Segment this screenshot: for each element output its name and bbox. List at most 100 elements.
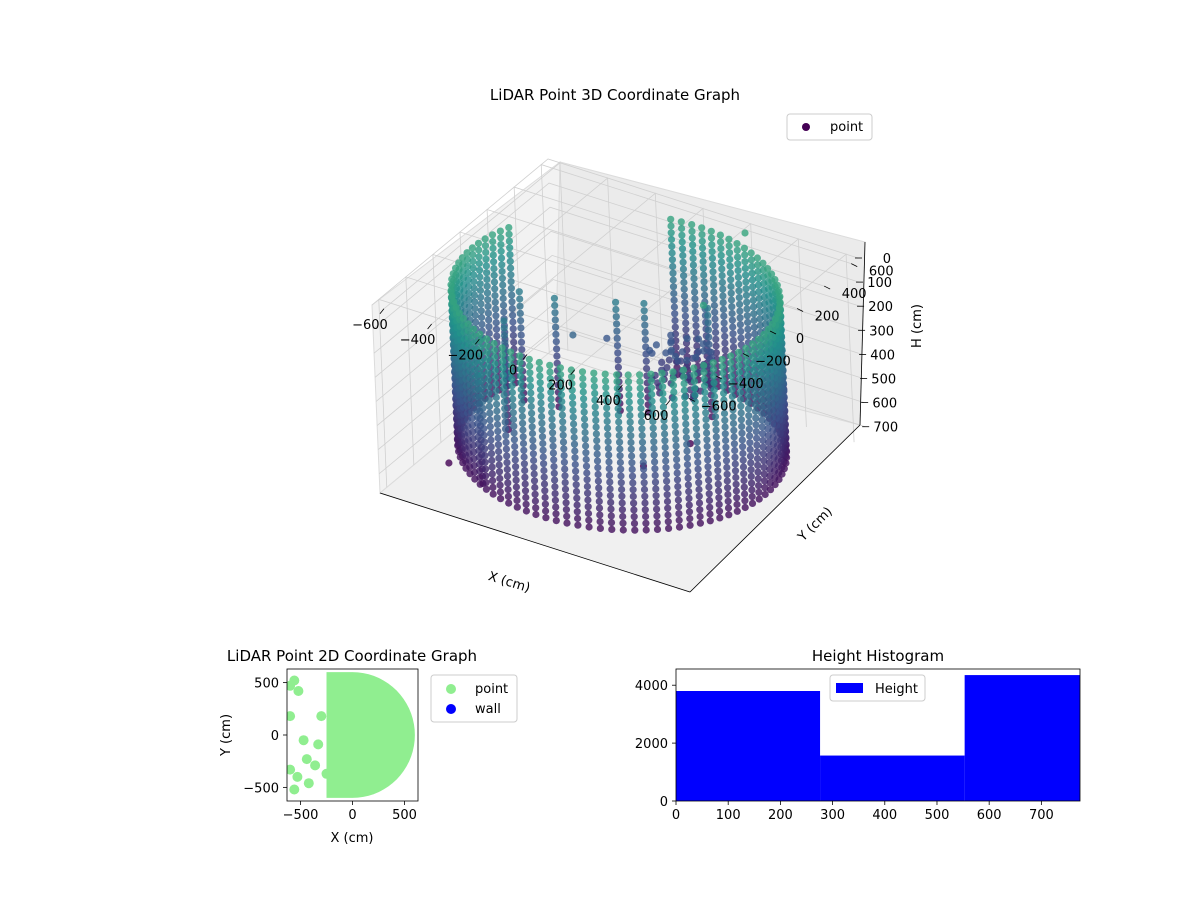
point-3d xyxy=(625,398,633,406)
point-3d xyxy=(725,511,733,519)
point-3d xyxy=(474,419,482,428)
point-3d xyxy=(469,251,477,259)
point-3d xyxy=(671,408,679,416)
point-3d xyxy=(614,398,622,406)
y-tick-label-2d: −500 xyxy=(243,781,279,796)
point-3d xyxy=(506,244,514,252)
point-3d xyxy=(682,427,690,435)
point-3d xyxy=(755,355,764,364)
point-3d xyxy=(711,413,720,421)
point-3d xyxy=(712,335,720,343)
point-3d xyxy=(701,402,710,410)
point-3d xyxy=(688,234,696,242)
point-3d xyxy=(530,477,539,485)
point-3d xyxy=(732,480,740,488)
point-3d xyxy=(579,381,587,389)
point-3d xyxy=(552,338,560,346)
x-tick-label-hist: 500 xyxy=(925,808,950,823)
point-3d xyxy=(474,239,483,247)
point-3d xyxy=(580,401,588,410)
point-3d xyxy=(511,449,519,457)
point-3d xyxy=(668,256,677,264)
point-3d xyxy=(452,303,460,312)
point-3d xyxy=(722,457,731,465)
point-3d xyxy=(626,425,635,433)
point-3d xyxy=(499,371,507,379)
point-3d xyxy=(665,524,673,533)
point-3d xyxy=(736,300,744,308)
point-3d xyxy=(680,292,689,300)
point-3d xyxy=(659,396,667,404)
point-3d xyxy=(519,426,527,434)
point-3d xyxy=(497,254,506,262)
point-3d xyxy=(602,384,610,392)
point-3d xyxy=(667,235,676,244)
point-3d xyxy=(494,441,502,449)
point-3d xyxy=(733,246,741,254)
point-3d xyxy=(671,323,679,331)
point-3d xyxy=(694,348,703,356)
point-3d xyxy=(743,378,751,386)
point-3d xyxy=(626,418,634,426)
point-3d xyxy=(507,368,516,376)
point-3d xyxy=(766,465,774,473)
point-3d xyxy=(526,382,535,390)
point-3d xyxy=(504,479,512,487)
point-3d xyxy=(755,482,763,490)
point-3d xyxy=(478,377,486,385)
point-3d xyxy=(739,449,747,458)
point-3d xyxy=(741,251,749,259)
point-3d xyxy=(755,349,763,357)
point-3d xyxy=(558,398,566,406)
point-3d xyxy=(540,480,549,488)
point-3d xyxy=(714,467,722,475)
point-3d xyxy=(482,262,490,270)
point-3d xyxy=(553,345,561,353)
point-3d xyxy=(737,334,745,342)
point-3d xyxy=(519,439,528,448)
y-axis-label-2d: Y (cm) xyxy=(219,714,234,757)
point-3d xyxy=(483,342,491,350)
point-3d xyxy=(694,465,702,473)
point-3d xyxy=(727,296,736,304)
point-3d xyxy=(517,372,525,380)
point-3d xyxy=(671,310,679,318)
legend-2d: point wall xyxy=(430,674,518,723)
point-3d xyxy=(682,326,690,334)
point-3d xyxy=(692,353,700,361)
point-3d xyxy=(750,374,758,382)
point-3d xyxy=(748,493,756,501)
point-3d xyxy=(504,492,512,500)
point-3d xyxy=(663,484,671,492)
point-3d xyxy=(473,406,481,414)
point-3d xyxy=(726,269,735,277)
point-3d xyxy=(743,364,751,372)
point-3d xyxy=(630,499,638,507)
point-3d xyxy=(741,229,749,237)
point-3d xyxy=(536,379,544,387)
point-3d xyxy=(492,380,500,388)
point-3d xyxy=(709,359,717,367)
point-3d xyxy=(562,506,571,514)
point-3d xyxy=(663,477,671,485)
point-3d xyxy=(488,470,496,478)
point-3d xyxy=(759,450,768,458)
point-3d xyxy=(753,448,761,456)
point-3d xyxy=(695,485,703,494)
point-3d xyxy=(735,362,743,370)
point-3d xyxy=(482,485,490,493)
point-3d xyxy=(759,443,767,451)
point-3d xyxy=(594,477,603,485)
point-3d xyxy=(729,399,737,407)
point-3d xyxy=(719,369,727,377)
point-3d xyxy=(649,424,657,432)
point-3d xyxy=(753,455,762,463)
point-3d xyxy=(726,255,734,264)
point-3d xyxy=(508,311,517,319)
point-3d xyxy=(641,321,649,329)
point-3d xyxy=(505,499,513,507)
point-3d xyxy=(482,255,490,263)
point-3d xyxy=(691,308,700,316)
point-3d xyxy=(741,497,749,505)
point-3d xyxy=(508,388,516,397)
